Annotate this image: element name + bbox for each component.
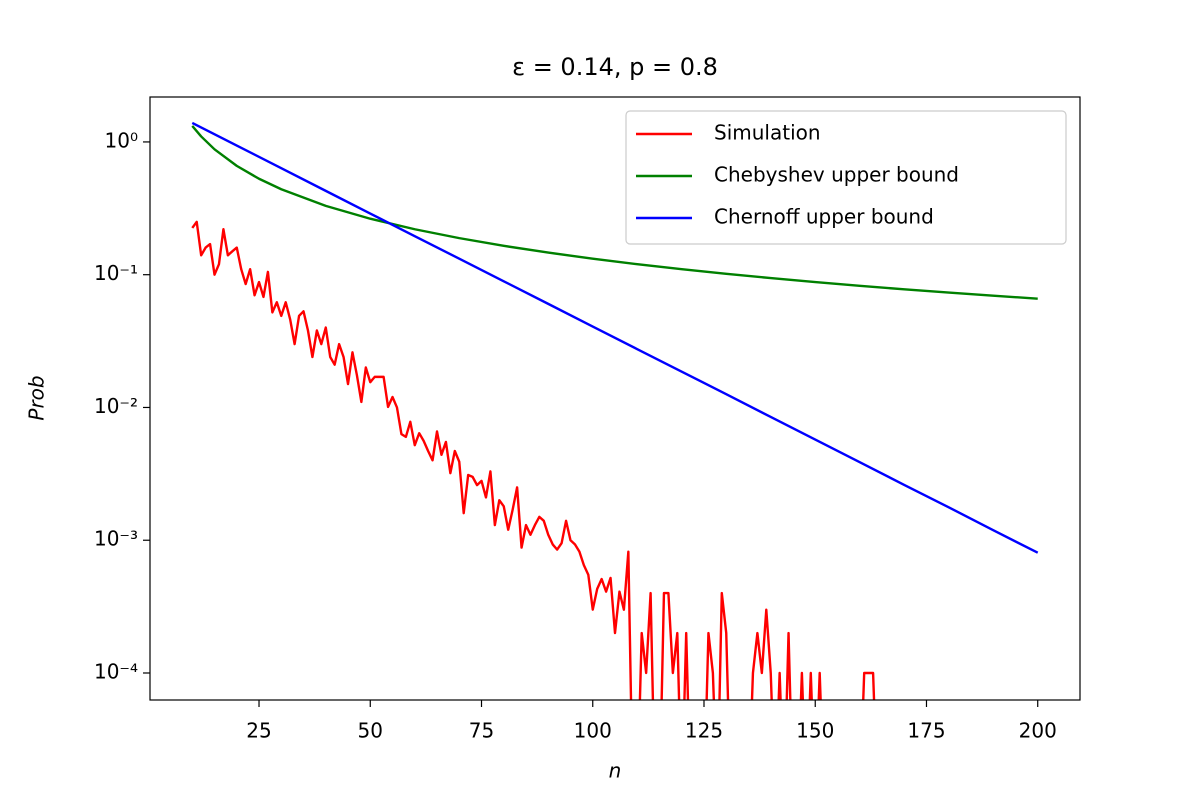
plot-frame [149, 96, 1081, 701]
x-tick-label: 200 [1019, 719, 1057, 743]
x-tick-label: 50 [358, 719, 383, 743]
legend-label: Simulation [714, 121, 821, 145]
y-tick-label: 10⁻⁴ [94, 659, 138, 683]
y-axis-label: Prob [25, 375, 49, 420]
x-tick-label: 25 [246, 719, 271, 743]
series-line [191, 125, 1038, 300]
x-axis-label: n [609, 759, 622, 783]
x-tick-label: 150 [796, 719, 834, 743]
plot-lines [191, 121, 1039, 700]
legend-label: Chernoff upper bound [714, 205, 934, 229]
x-tick-label: 175 [907, 719, 945, 743]
legend-box [625, 110, 1067, 245]
x-tick-label: 125 [685, 719, 723, 743]
y-tick-label: 10⁻¹ [94, 261, 138, 285]
series-line [191, 121, 1039, 554]
x-tick-label: 100 [574, 719, 612, 743]
series-line [191, 220, 876, 700]
y-tick-label: 10⁻² [94, 394, 138, 418]
chart-title: ε = 0.14, p = 0.8 [512, 53, 718, 81]
y-tick-label: 10⁰ [105, 128, 138, 152]
legend-label: Chebyshev upper bound [714, 163, 959, 187]
y-tick-label: 10⁻³ [94, 527, 138, 551]
x-tick-label: 75 [469, 719, 494, 743]
